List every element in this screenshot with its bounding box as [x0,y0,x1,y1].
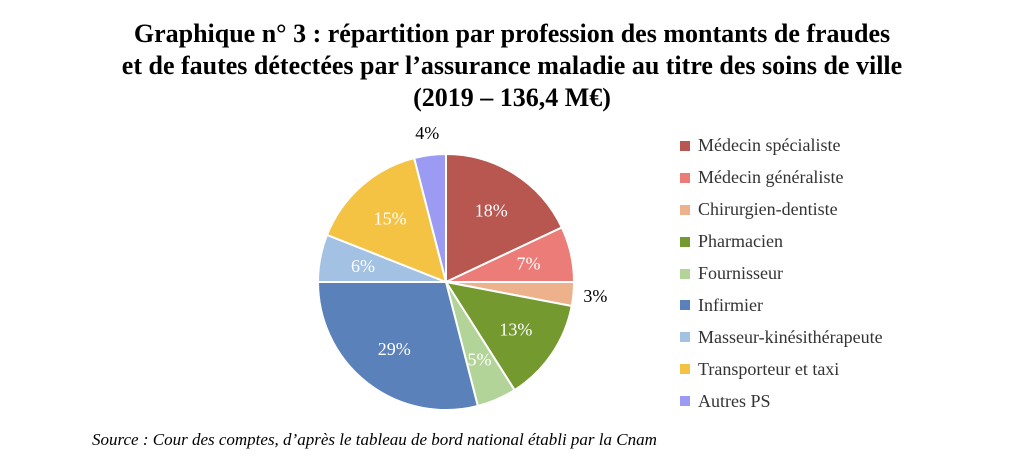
legend-swatch [680,332,690,343]
legend-item-autres-ps: Autres PS [680,385,883,417]
source-note: Source : Cour des comptes, d’après le ta… [92,430,657,449]
data-label-transporteur-et-taxi: 15% [374,209,407,229]
legend-swatch [680,172,690,183]
pie-slice-medecin-specialiste [445,152,564,284]
chart-title-line-3: (2019 – 136,4 M€) [413,83,611,112]
pie-slice-infirmier [316,281,480,411]
pie-slice-autres-ps [412,152,447,283]
legend-item-masseur-kinesitherapeute: Masseur-kinésithérapeute [680,321,883,353]
legend-item-infirmier: Infirmier [680,289,883,321]
data-label-fournisseur: 5% [468,350,492,370]
legend-label: Fournisseur [698,263,783,283]
data-label-infirmier: 29% [378,339,411,359]
legend-swatch [680,204,690,215]
legend-item-transporteur-et-taxi: Transporteur et taxi [680,353,883,385]
data-label-autres-ps: 4% [415,123,439,143]
legend-item-chirurgien-dentiste: Chirurgien-dentiste [680,194,883,226]
legend-label: Médecin généraliste [698,167,844,188]
chart-title-line-2: et de fautes détectées par l’assurance m… [121,51,903,80]
legend-label: Infirmier [698,294,763,315]
legend-swatch [680,396,690,407]
legend-item-medecin-generaliste: Médecin généraliste [680,162,883,194]
legend-label: Autres PS [698,390,771,411]
legend-swatch [680,140,690,151]
data-label-masseur-kinesitherapeute: 6% [351,256,375,276]
chart-title-line-1: Graphique n° 3 : répartition par profess… [133,19,891,48]
data-label-medecin-generaliste: 7% [516,254,540,274]
legend-swatch [680,300,690,311]
legend-item-pharmacien: Pharmacien [680,226,883,258]
legend-swatch [680,268,690,279]
legend-label: Masseur-kinésithérapeute [698,326,883,347]
legend-swatch [680,236,690,247]
legend-label: Pharmacien [698,231,783,252]
chart-legend: Médecin spécialiste Médecin généraliste Ch… [680,130,883,417]
legend-item-fournisseur: Fournisseur [680,258,883,290]
legend-label: Médecin spécialiste [698,135,841,156]
legend-item-medecin-specialiste: Médecin spécialiste [680,130,883,162]
data-label-pharmacien: 13% [499,319,532,339]
data-label-medecin-specialiste: 18% [475,201,508,221]
pie-slice-pharmacien [443,280,573,392]
legend-label: Transporteur et taxi [698,358,840,379]
legend-label: Chirurgien-dentiste [698,199,838,220]
data-label-chirurgien-dentiste: 3% [583,286,607,306]
pie-slice-transporteur-et-taxi [325,156,448,284]
legend-swatch [680,364,690,375]
